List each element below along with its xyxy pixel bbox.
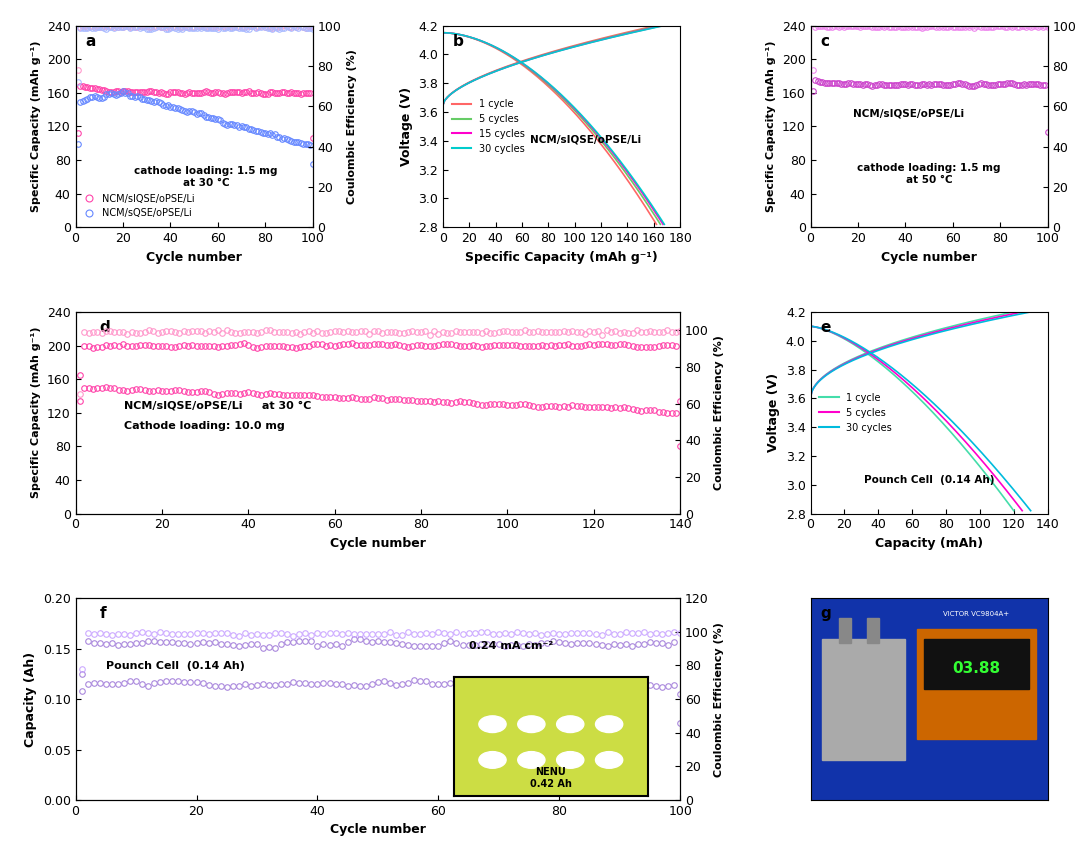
- Circle shape: [556, 751, 584, 768]
- NCM/sQSE/oPSE/Li: [71, 139, 84, 149]
- Y-axis label: Specific Capacity (mAh g⁻¹): Specific Capacity (mAh g⁻¹): [766, 41, 777, 212]
- Text: e: e: [820, 320, 831, 335]
- Circle shape: [556, 716, 584, 733]
- Y-axis label: Voltage (V): Voltage (V): [767, 374, 780, 452]
- Legend: NCM/sIQSE/oPSE/Li, NCM/sQSE/oPSE/Li: NCM/sIQSE/oPSE/Li, NCM/sQSE/oPSE/Li: [81, 190, 199, 222]
- Bar: [924, 638, 1028, 689]
- NCM/sIQSE/oPSE/Li: [129, 87, 141, 97]
- NCM/sIQSE/oPSE/Li: [297, 89, 310, 99]
- Bar: [822, 638, 905, 760]
- Text: Pounch Cell  (0.14 Ah): Pounch Cell (0.14 Ah): [106, 661, 245, 671]
- Text: VICTOR VC9804A+: VICTOR VC9804A+: [944, 611, 1010, 618]
- X-axis label: Cycle number: Cycle number: [329, 824, 426, 837]
- Text: d: d: [99, 320, 110, 335]
- Circle shape: [517, 751, 545, 768]
- Text: 0.24 mA cm⁻²: 0.24 mA cm⁻²: [469, 641, 553, 651]
- NCM/sQSE/oPSE/Li: [289, 137, 302, 147]
- Text: Pounch Cell  (0.14 Ah): Pounch Cell (0.14 Ah): [864, 476, 995, 485]
- NCM/sQSE/oPSE/Li: [194, 107, 207, 117]
- Text: NCM/sIQSE/oPSE/Li: NCM/sIQSE/oPSE/Li: [853, 108, 964, 118]
- Legend: 1 cycle, 5 cycles, 15 cycles, 30 cycles: 1 cycle, 5 cycles, 15 cycles, 30 cycles: [448, 95, 529, 157]
- Circle shape: [478, 716, 507, 733]
- Text: Cathode loading: 10.0 mg: Cathode loading: 10.0 mg: [124, 421, 285, 431]
- NCM/sIQSE/oPSE/Li: [71, 129, 84, 139]
- Text: b: b: [453, 33, 463, 49]
- NCM/sQSE/oPSE/Li: [214, 116, 227, 126]
- X-axis label: Cycle number: Cycle number: [881, 250, 977, 264]
- Y-axis label: Specific Capacity (mAh g⁻¹): Specific Capacity (mAh g⁻¹): [31, 41, 41, 212]
- Y-axis label: Capacity (Ah): Capacity (Ah): [24, 652, 37, 746]
- Y-axis label: Coulombic Efficiency (%): Coulombic Efficiency (%): [347, 49, 357, 203]
- Text: cathode loading: 1.5 mg
at 30 °C: cathode loading: 1.5 mg at 30 °C: [134, 166, 278, 187]
- Line: NCM/sIQSE/oPSE/Li: NCM/sIQSE/oPSE/Li: [76, 83, 315, 140]
- NCM/sIQSE/oPSE/Li: [77, 82, 90, 92]
- Y-axis label: Coulombic Efficiency (%): Coulombic Efficiency (%): [715, 622, 725, 777]
- NCM/sIQSE/oPSE/Li: [194, 88, 207, 98]
- Circle shape: [595, 716, 623, 733]
- Bar: [867, 619, 879, 643]
- Circle shape: [517, 716, 545, 733]
- Line: NCM/sQSE/oPSE/Li: NCM/sQSE/oPSE/Li: [76, 89, 315, 167]
- NCM/sQSE/oPSE/Li: [119, 88, 132, 98]
- NCM/sIQSE/oPSE/Li: [289, 88, 302, 98]
- NCM/sQSE/oPSE/Li: [307, 159, 320, 169]
- Text: NENU
0.42 Ah: NENU 0.42 Ah: [530, 767, 571, 789]
- Text: f: f: [99, 606, 107, 621]
- X-axis label: Specific Capacity (mAh g⁻¹): Specific Capacity (mAh g⁻¹): [465, 250, 658, 264]
- Y-axis label: Specific Capacity (mAh g⁻¹): Specific Capacity (mAh g⁻¹): [31, 327, 41, 499]
- Circle shape: [478, 751, 507, 768]
- X-axis label: Cycle number: Cycle number: [329, 537, 426, 550]
- Circle shape: [595, 751, 623, 768]
- Y-axis label: Coulombic Efficiency (%): Coulombic Efficiency (%): [715, 335, 725, 490]
- Legend: 1 cycle, 5 cycles, 30 cycles: 1 cycle, 5 cycles, 30 cycles: [815, 389, 896, 437]
- Text: 03.88: 03.88: [953, 661, 1000, 677]
- Text: cathode loading: 1.5 mg
at 50 °C: cathode loading: 1.5 mg at 50 °C: [858, 163, 1001, 185]
- Text: a: a: [85, 33, 95, 49]
- Text: NCM/sIQSE/oPSE/Li: NCM/sIQSE/oPSE/Li: [530, 134, 640, 145]
- Text: g: g: [820, 606, 831, 621]
- Text: c: c: [820, 33, 829, 49]
- Bar: [917, 629, 1036, 740]
- NCM/sIQSE/oPSE/Li: [119, 86, 132, 96]
- NCM/sQSE/oPSE/Li: [129, 92, 141, 102]
- X-axis label: Cycle number: Cycle number: [146, 250, 242, 264]
- X-axis label: Capacity (mAh): Capacity (mAh): [875, 537, 983, 550]
- Bar: [839, 619, 851, 643]
- NCM/sQSE/oPSE/Li: [117, 86, 130, 96]
- Text: NCM/sIQSE/oPSE/Li     at 30 °C: NCM/sIQSE/oPSE/Li at 30 °C: [124, 401, 311, 411]
- NCM/sIQSE/oPSE/Li: [214, 88, 227, 98]
- Y-axis label: Voltage (V): Voltage (V): [400, 87, 413, 166]
- NCM/sIQSE/oPSE/Li: [307, 133, 320, 143]
- NCM/sQSE/oPSE/Li: [297, 139, 310, 149]
